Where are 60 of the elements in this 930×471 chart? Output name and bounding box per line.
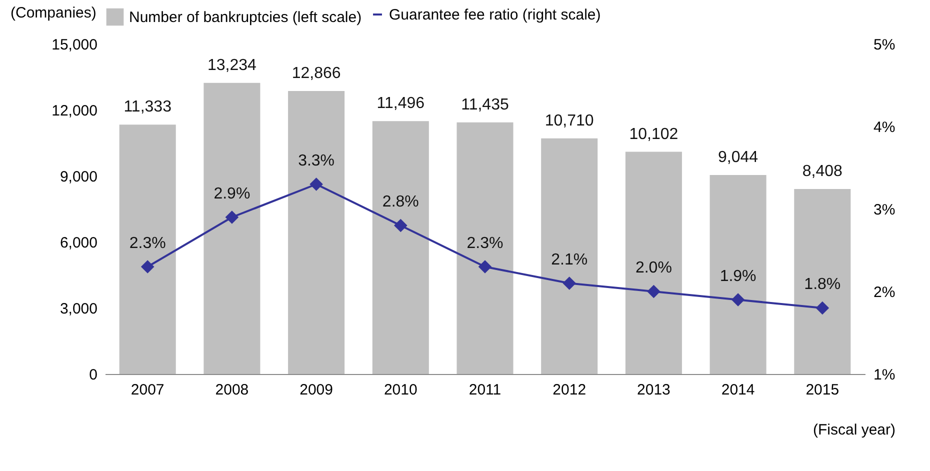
- y-tick-label: 12,000: [52, 102, 98, 120]
- data-label: 2.3%: [129, 234, 166, 252]
- data-label: 10,710: [544, 112, 594, 130]
- y2-tick-label: 3%: [874, 202, 896, 218]
- bar: [541, 138, 598, 374]
- data-label: 2.8%: [382, 194, 419, 210]
- bar: [456, 122, 514, 374]
- x-tick-label: 2009: [300, 382, 333, 398]
- data-label: 1.9%: [720, 268, 756, 285]
- bar: [625, 152, 682, 374]
- legend-label: Number of bankruptcies (left scale): [129, 9, 362, 26]
- legend-label: Guarantee fee ratio (right scale): [389, 6, 601, 24]
- bar: [794, 189, 851, 374]
- y2-tick-label: 1%: [874, 366, 896, 384]
- x-tick-label: 2010: [384, 382, 418, 398]
- point: [647, 285, 660, 298]
- x-tick-label: 2012: [552, 382, 586, 398]
- point: [141, 260, 154, 273]
- data-label: 2.0%: [635, 260, 672, 276]
- data-label: 8,408: [802, 163, 843, 180]
- point: [732, 294, 744, 306]
- data-label: 3.3%: [298, 152, 335, 170]
- y-axis-title: (Companies): [10, 4, 96, 22]
- point: [478, 260, 492, 273]
- data-label: 11,333: [124, 98, 172, 116]
- x-tick-label: 2014: [721, 382, 755, 398]
- data-label: 9,044: [718, 149, 758, 166]
- data-label: 12,866: [292, 64, 341, 82]
- data-label: 13,234: [207, 56, 257, 74]
- point: [816, 302, 829, 314]
- data-label: 11,496: [376, 95, 425, 112]
- data-label: 2.1%: [551, 251, 588, 268]
- point: [226, 211, 238, 224]
- x-tick-label: 2015: [806, 382, 840, 398]
- x-tick-label: 2008: [215, 382, 249, 398]
- point: [563, 277, 576, 290]
- data-label: 2.9%: [214, 185, 250, 202]
- y-tick-label: 3,000: [60, 300, 98, 318]
- bar: [204, 82, 260, 374]
- bar: [710, 175, 766, 374]
- bar: [372, 121, 429, 374]
- y-tick-label: 0: [89, 366, 98, 384]
- x-tick-label: 2007: [130, 382, 164, 398]
- data-label: 2.3%: [466, 234, 504, 252]
- data-label: 1.8%: [804, 276, 841, 293]
- y2-tick-label: 5%: [874, 36, 896, 54]
- point: [310, 178, 323, 190]
- x-axis-title: (Fiscal year): [812, 422, 896, 438]
- point: [394, 219, 407, 232]
- bar: [119, 124, 176, 374]
- y-tick-label: 15,000: [52, 36, 98, 54]
- y2-tick-label: 4%: [874, 119, 896, 136]
- data-label: 10,102: [629, 126, 678, 143]
- y-tick-label: 9,000: [60, 168, 98, 186]
- x-tick-label: 2011: [468, 382, 502, 398]
- bar: [288, 90, 345, 374]
- y2-tick-label: 2%: [874, 284, 896, 301]
- y-tick-label: 6,000: [60, 234, 98, 252]
- x-tick-label: 2013: [637, 382, 670, 398]
- data-label: 11,435: [461, 96, 509, 114]
